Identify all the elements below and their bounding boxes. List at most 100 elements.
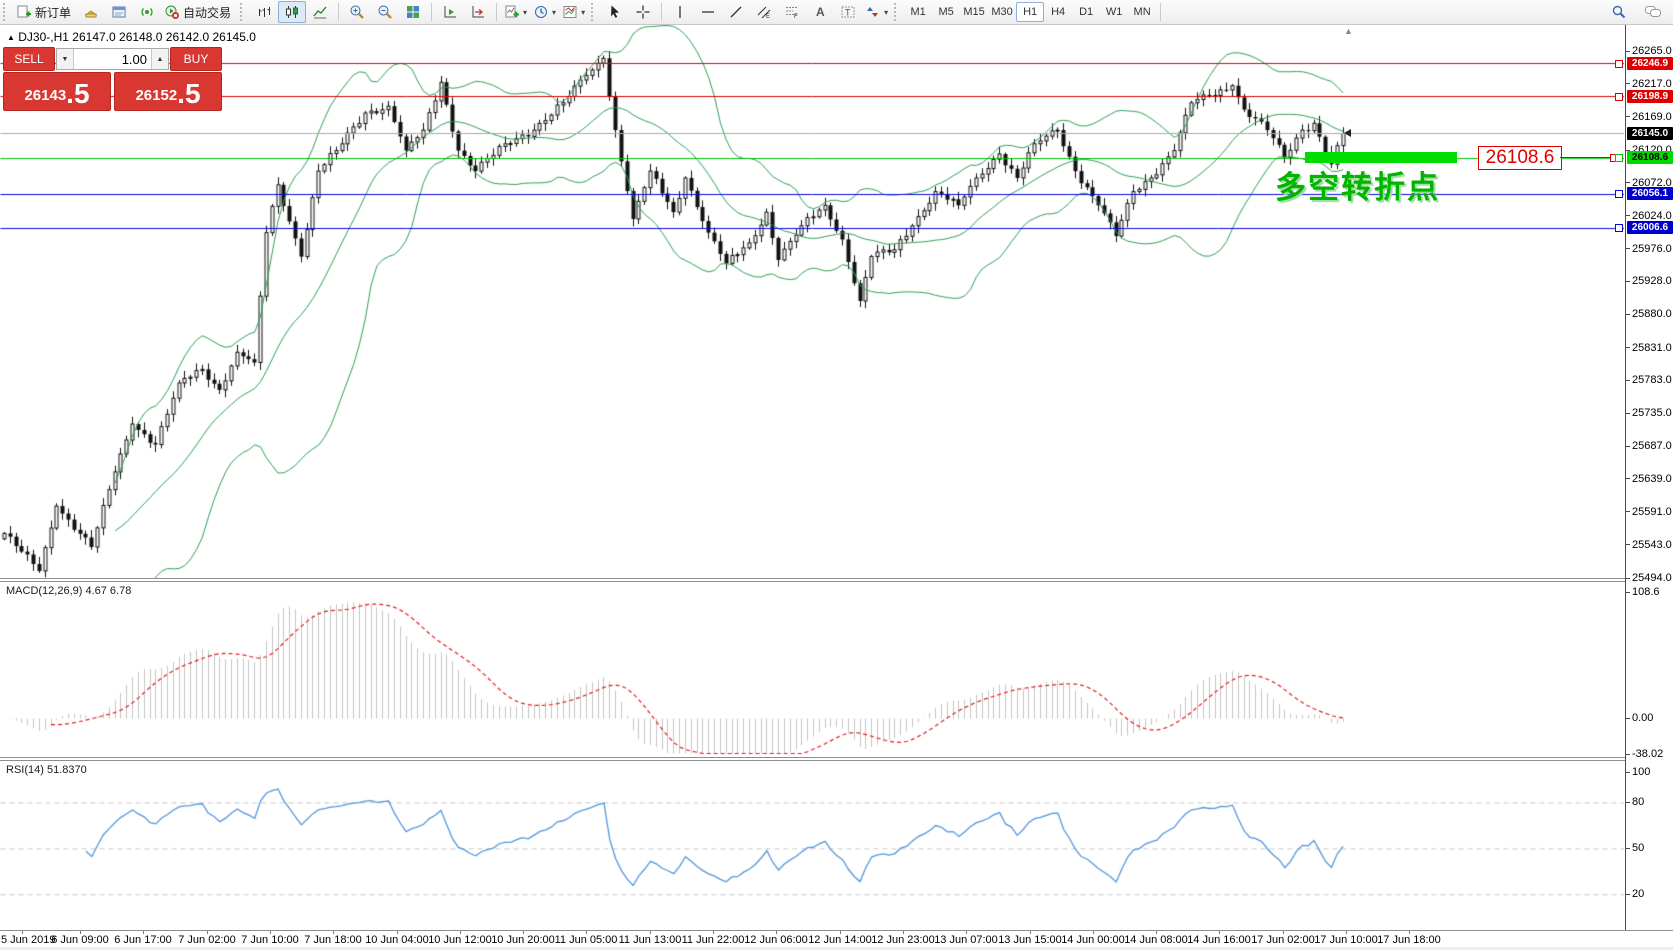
text-button[interactable]: A bbox=[806, 1, 834, 23]
time-axis-label: 7 Jun 18:00 bbox=[304, 934, 362, 946]
sell-button[interactable]: SELL bbox=[3, 47, 55, 71]
timeframe-h1-button[interactable]: H1 bbox=[1016, 2, 1045, 22]
price-axis-tick-mark bbox=[1626, 215, 1630, 217]
price-axis-tick-mark bbox=[1626, 149, 1630, 151]
auto-scroll-button[interactable] bbox=[436, 1, 464, 23]
zoom-out-button[interactable] bbox=[371, 1, 399, 23]
horizontal-line-handle[interactable] bbox=[1615, 190, 1623, 199]
text-label-button[interactable]: T bbox=[834, 1, 862, 23]
new-order-button[interactable]: 新订单 bbox=[13, 1, 77, 23]
arrows-button[interactable]: ▾ bbox=[862, 1, 891, 23]
price-axis-tick-mark bbox=[1626, 116, 1630, 118]
horizontal-line-handle[interactable] bbox=[1615, 59, 1623, 68]
volume-decrease-button[interactable]: ▼ bbox=[57, 49, 74, 69]
time-axis-label: 7 Jun 10:00 bbox=[241, 934, 299, 946]
chart-area[interactable]: ▲ DJ30-,H1 26147.0 26148.0 26142.0 26145… bbox=[0, 25, 1673, 950]
line-chart-icon bbox=[312, 4, 328, 20]
open-value: 26147.0 bbox=[72, 30, 116, 44]
high-value: 26148.0 bbox=[119, 30, 163, 44]
new-order-label: 新订单 bbox=[35, 5, 72, 20]
candlestick-chart-button[interactable] bbox=[278, 1, 307, 23]
time-axis-label: 12 Jun 06:00 bbox=[744, 934, 808, 946]
horizontal-line-handle[interactable] bbox=[1615, 154, 1623, 163]
rsi-axis-tick-label: 80 bbox=[1632, 796, 1645, 809]
rsi-axis-tick-mark bbox=[1626, 771, 1630, 773]
pane-separator[interactable] bbox=[0, 578, 1673, 579]
horizontal-line-button[interactable] bbox=[694, 1, 722, 23]
price-axis-tick-label: 26265.0 bbox=[1632, 45, 1672, 57]
price-axis-tick-mark bbox=[1626, 379, 1630, 381]
market-watch-icon bbox=[83, 4, 99, 20]
pane-separator[interactable] bbox=[0, 757, 1673, 758]
timeframe-m1-button[interactable]: M1 bbox=[910, 6, 926, 18]
macd-axis-tick-mark bbox=[1626, 718, 1630, 719]
volume-increase-button[interactable]: ▲ bbox=[151, 49, 168, 69]
rsi-canvas[interactable] bbox=[0, 762, 1624, 930]
price-line-badge: 26006.6 bbox=[1627, 221, 1673, 235]
market-watch-button[interactable] bbox=[77, 1, 105, 23]
tile-windows-button[interactable] bbox=[399, 1, 427, 23]
collapse-arrow-icon: ▲ bbox=[7, 33, 15, 42]
main-price-canvas[interactable] bbox=[0, 25, 1624, 578]
window-bottom-edge bbox=[0, 947, 1673, 950]
price-axis-tick-label: 25543.0 bbox=[1632, 538, 1672, 551]
time-axis-label: 10 Jun 04:00 bbox=[365, 934, 429, 946]
time-axis-tick-mark bbox=[270, 931, 271, 934]
time-axis-label: 10 Jun 12:00 bbox=[428, 934, 492, 946]
signals-button[interactable] bbox=[133, 1, 161, 23]
chart-shift-marker-icon[interactable]: ▲ bbox=[1344, 26, 1353, 36]
time-axis-tick-mark bbox=[22, 931, 23, 934]
volume-input[interactable]: 1.00 bbox=[121, 51, 147, 67]
timeframe-mn-button[interactable]: MN bbox=[1133, 6, 1151, 18]
macd-canvas[interactable] bbox=[0, 583, 1624, 757]
price-callout-box[interactable]: 26108.6 bbox=[1478, 145, 1562, 170]
time-axis-label: 7 Jun 02:00 bbox=[178, 934, 236, 946]
timeframe-m15-button[interactable]: M15 bbox=[963, 6, 985, 18]
timeframe-h4-button[interactable]: H4 bbox=[1051, 6, 1066, 18]
time-axis-label: 12 Jun 23:00 bbox=[871, 934, 935, 946]
timeframe-d1-button[interactable]: D1 bbox=[1079, 6, 1094, 18]
periods-button[interactable]: ▾ bbox=[530, 1, 559, 23]
line-chart-button[interactable] bbox=[306, 1, 334, 23]
templates-icon bbox=[562, 4, 578, 20]
timeframe-m30-button[interactable]: M30 bbox=[991, 6, 1013, 18]
time-axis-label: 14 Jun 16:00 bbox=[1187, 934, 1251, 946]
time-axis-label: 17 Jun 18:00 bbox=[1377, 934, 1441, 946]
horizontal-line-handle[interactable] bbox=[1615, 224, 1623, 233]
toolbar-separator bbox=[431, 3, 433, 21]
svg-text:F: F bbox=[794, 14, 798, 20]
chat-button[interactable] bbox=[1639, 1, 1667, 23]
timeframe-m5-button[interactable]: M5 bbox=[938, 6, 954, 18]
chat-icon bbox=[1644, 4, 1662, 20]
vertical-line-button[interactable] bbox=[666, 1, 694, 23]
indicators-button[interactable]: ▾ bbox=[501, 1, 530, 23]
chart-shift-button[interactable] bbox=[464, 1, 492, 23]
crosshair-button[interactable] bbox=[629, 1, 657, 23]
trendline-button[interactable] bbox=[722, 1, 750, 23]
zoom-in-button[interactable] bbox=[343, 1, 371, 23]
macd-indicator-label: MACD(12,26,9) 4.67 6.78 bbox=[6, 585, 132, 597]
price-axis-tick-label: 26024.0 bbox=[1632, 209, 1672, 222]
equidistant-channel-button[interactable]: E bbox=[750, 1, 778, 23]
fibonacci-button[interactable]: F bbox=[778, 1, 806, 23]
time-axis-tick-mark bbox=[1219, 931, 1220, 934]
buy-price-button[interactable]: 26152 .5 bbox=[114, 72, 222, 111]
buy-button[interactable]: BUY bbox=[170, 47, 222, 71]
search-icon bbox=[1611, 4, 1627, 20]
price-axis: 26265.0 26217.0 26169.0 26120.0 26072.0 26024… bbox=[1625, 25, 1673, 930]
search-button[interactable] bbox=[1605, 1, 1633, 23]
pane-separator[interactable] bbox=[0, 581, 1673, 582]
toolbar: 新订单 自动交易 ▾ ▾ ▾ E F A T ▾ M1 M5 M15 M30 H… bbox=[0, 0, 1673, 25]
time-axis-tick-mark bbox=[713, 931, 714, 934]
sell-price-button[interactable]: 26143 .5 bbox=[3, 72, 111, 111]
templates-button[interactable]: ▾ bbox=[559, 1, 588, 23]
tile-windows-icon bbox=[405, 4, 421, 20]
timeframe-w1-button[interactable]: W1 bbox=[1105, 6, 1123, 18]
symbol-name: DJ30-,H1 bbox=[18, 30, 69, 44]
cursor-button[interactable] bbox=[601, 1, 629, 23]
bar-chart-button[interactable] bbox=[250, 1, 278, 23]
pane-separator[interactable] bbox=[0, 760, 1673, 761]
autotrading-button[interactable]: 自动交易 bbox=[161, 1, 237, 23]
data-window-button[interactable] bbox=[105, 1, 133, 23]
horizontal-line-handle[interactable] bbox=[1615, 92, 1623, 101]
